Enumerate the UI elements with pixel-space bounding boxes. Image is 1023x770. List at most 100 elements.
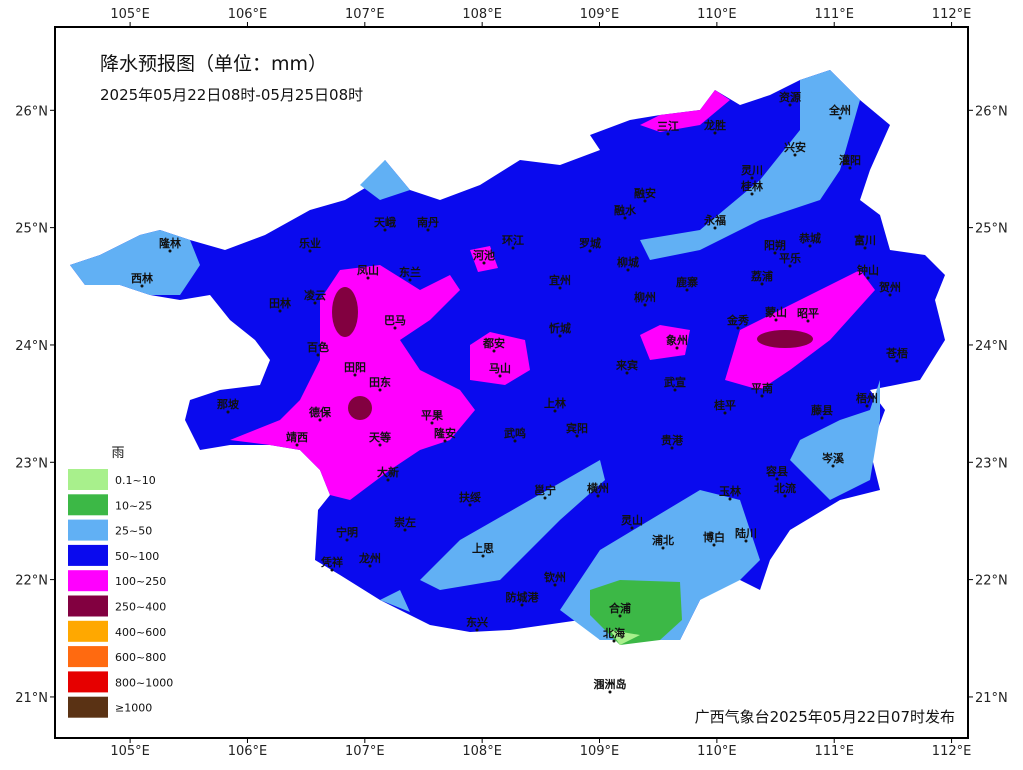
city-label: 陆川 <box>735 526 757 540</box>
city-label: 马山 <box>489 361 511 375</box>
x-tick-label: 110°E <box>697 744 737 759</box>
legend-swatch <box>68 595 108 617</box>
y-tick-label: 22°N <box>975 574 1008 589</box>
city-label: 钦州 <box>544 570 566 584</box>
city-dot <box>430 421 434 425</box>
city-dot <box>492 349 496 353</box>
legend-swatch <box>68 570 108 592</box>
city-dot <box>408 278 412 282</box>
title: 降水预报图（单位：mm） <box>100 53 327 75</box>
city-dot <box>623 216 627 220</box>
x-tick-label: 107°E <box>345 744 385 759</box>
city-label: 资源 <box>779 90 801 104</box>
city-dot <box>626 268 630 272</box>
city-label: 灵川 <box>741 164 763 177</box>
city-label: 合浦 <box>609 601 631 615</box>
city-dot <box>553 583 557 587</box>
legend-label: 10~25 <box>115 499 152 512</box>
city-label: 上林 <box>544 396 566 410</box>
city-label: 富川 <box>854 233 876 247</box>
city-dot <box>750 176 754 180</box>
y-tick-label: 24°N <box>975 339 1008 354</box>
x-tick-label: 109°E <box>580 744 620 759</box>
city-label: 百色 <box>307 340 329 354</box>
legend-swatch <box>68 494 108 516</box>
city-label: 靖西 <box>286 430 308 444</box>
city-label: 浦北 <box>652 533 674 547</box>
x-tick-label: 107°E <box>345 7 385 22</box>
city-dot <box>774 318 778 322</box>
city-label: 桂平 <box>713 398 736 412</box>
legend-swatch <box>68 696 108 718</box>
city-label: 南丹 <box>417 215 439 229</box>
city-label: 藤县 <box>811 403 833 417</box>
city-label: 罗城 <box>579 236 601 250</box>
city-dot <box>520 603 524 607</box>
city-label: 贵港 <box>661 433 684 447</box>
city-label: 都安 <box>482 336 505 350</box>
area-100-250 <box>725 270 875 390</box>
city-dot <box>728 497 732 501</box>
city-label: 邕宁 <box>534 483 556 497</box>
x-tick-label: 108°E <box>462 7 502 22</box>
city-dot <box>838 116 842 120</box>
city-dot <box>863 246 867 250</box>
city-dot <box>558 334 562 338</box>
city-dot <box>313 301 317 305</box>
city-label: 龙胜 <box>703 118 726 132</box>
area-100-250 <box>640 90 730 132</box>
legend-label: 50~100 <box>115 550 159 563</box>
city-label: 桂林 <box>740 179 763 193</box>
city-dot <box>481 554 485 558</box>
y-tick-label: 26°N <box>15 104 48 119</box>
legend-label: 250~400 <box>115 601 166 614</box>
city-label: 乐业 <box>299 236 321 250</box>
city-dot <box>316 353 320 357</box>
city-dot <box>643 199 647 203</box>
x-tick-label: 111°E <box>814 7 854 22</box>
legend-swatch <box>68 469 108 490</box>
city-label: 昭平 <box>797 307 819 320</box>
city-dot <box>712 543 716 547</box>
area-100-250 <box>640 325 690 360</box>
city-label: 田阳 <box>344 360 366 374</box>
area-25-50 <box>420 460 605 590</box>
city-label: 宁明 <box>336 525 358 539</box>
city-dot <box>558 286 562 290</box>
city-dot <box>713 226 717 230</box>
footer: 广西气象台2025年05月22日07时发布 <box>695 708 955 726</box>
city-label: 宜州 <box>549 273 571 287</box>
x-tick-label: 106°E <box>228 744 268 759</box>
city-label: 环江 <box>502 233 524 247</box>
city-dot <box>468 503 472 507</box>
city-label: 平果 <box>421 409 443 422</box>
city-label: 忻城 <box>549 321 571 335</box>
legend-swatch <box>68 671 108 693</box>
y-tick-label: 21°N <box>975 691 1008 706</box>
city-label: 扶绥 <box>459 490 481 504</box>
city-label: 田东 <box>369 375 391 389</box>
city-label: 平乐 <box>779 251 801 265</box>
city-dot <box>386 478 390 482</box>
city-label: 凭祥 <box>320 555 343 569</box>
city-label: 永福 <box>703 213 726 227</box>
city-dot <box>775 477 779 481</box>
city-dot <box>553 409 557 413</box>
city-label: 柳城 <box>617 255 639 269</box>
city-label: 东兴 <box>466 615 488 629</box>
y-tick-label: 25°N <box>975 222 1008 237</box>
city-label: 全州 <box>828 103 851 117</box>
city-dot <box>675 346 679 350</box>
city-label: 融安 <box>634 186 656 200</box>
city-label: 梧州 <box>856 391 878 405</box>
city-dot <box>685 288 689 292</box>
area-10-25 <box>590 580 682 645</box>
legend-label: 400~600 <box>115 626 166 639</box>
city-label: 大新 <box>377 465 399 479</box>
city-dot <box>140 284 144 288</box>
city-dot <box>808 244 812 248</box>
city-dot <box>793 153 797 157</box>
city-label: 田林 <box>269 296 291 310</box>
legend-swatch <box>68 544 108 566</box>
city-dot <box>543 496 547 500</box>
